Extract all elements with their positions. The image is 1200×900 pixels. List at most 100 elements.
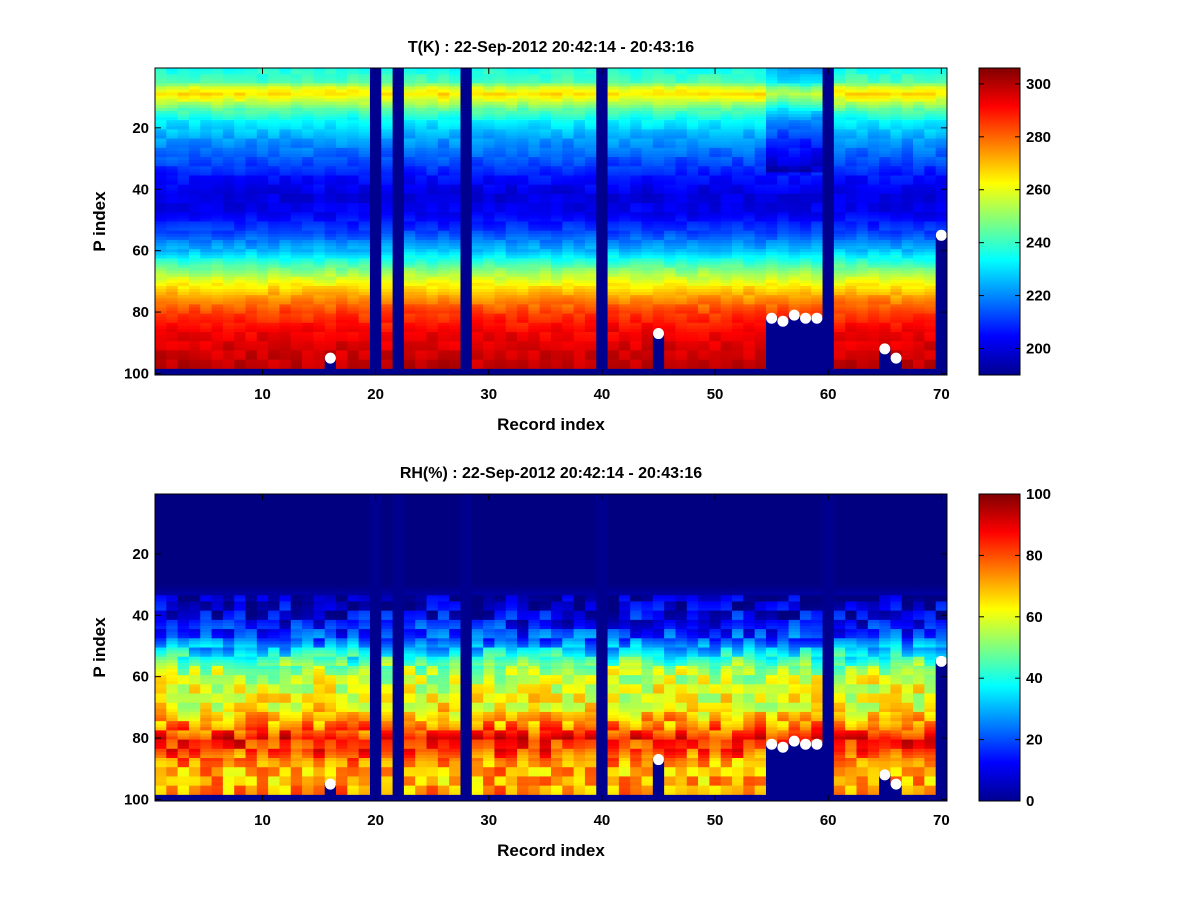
heatmap-cell [551, 203, 563, 207]
heatmap-cell [336, 101, 348, 106]
heatmap-cell [743, 138, 756, 143]
heatmap-cell [618, 163, 631, 167]
heatmap-cell [743, 313, 756, 318]
heatmap-cell [539, 163, 552, 167]
heatmap-cell [630, 215, 642, 219]
heatmap-cell [618, 316, 631, 321]
heatmap-cell [211, 178, 224, 182]
heatmap-cell [381, 147, 393, 152]
heatmap-cell [754, 166, 767, 170]
heatmap-cell [166, 332, 179, 336]
heatmap-cell [347, 224, 360, 229]
heatmap-cell [268, 153, 280, 158]
heatmap-cell [336, 335, 348, 339]
heatmap-cell [630, 365, 642, 370]
heatmap-cell [754, 117, 767, 121]
heatmap-cell [607, 209, 620, 213]
heatmap-cell [268, 163, 280, 167]
heatmap-cell [200, 276, 212, 281]
heatmap-cell [256, 169, 269, 173]
heatmap-cell [211, 196, 224, 201]
heatmap-cell [290, 190, 303, 195]
heatmap-cell [177, 107, 190, 112]
heatmap-cell [268, 89, 280, 93]
heatmap-cell [222, 123, 235, 127]
heatmap-cell [403, 292, 416, 296]
heatmap-cell [403, 289, 416, 293]
heatmap-cell [505, 298, 518, 302]
heatmap-cell [675, 178, 688, 182]
heatmap-cell [630, 335, 642, 339]
heatmap-cell [188, 325, 201, 330]
heatmap-cell [381, 160, 393, 164]
heatmap-cell [641, 273, 654, 278]
heatmap-cell [652, 206, 665, 210]
heatmap-cell [652, 255, 665, 259]
heatmap-cell [494, 350, 507, 354]
heatmap-cell [641, 310, 654, 314]
heatmap-cell [528, 123, 541, 127]
heatmap-cell [324, 350, 337, 354]
heatmap-cell [415, 163, 427, 167]
heatmap-cell [200, 344, 212, 348]
heatmap-cell [698, 135, 710, 140]
heatmap-cell [584, 365, 597, 370]
heatmap-cell [664, 246, 676, 250]
heatmap-cell [698, 110, 710, 115]
heatmap-cell [675, 319, 688, 324]
heatmap-cell [449, 347, 461, 351]
heatmap-cell [222, 193, 235, 198]
heatmap-cell [743, 242, 756, 247]
heatmap-cell [539, 282, 552, 287]
heatmap-cell [256, 138, 269, 143]
heatmap-cell [256, 335, 269, 339]
heatmap-cell [381, 215, 393, 219]
heatmap-cell [302, 319, 314, 324]
heatmap-cell [426, 104, 439, 109]
heatmap-cell [381, 129, 393, 133]
heatmap-cell [188, 335, 201, 339]
heatmap-cell [403, 255, 416, 259]
heatmap-cell [664, 98, 676, 103]
heatmap-cell [381, 120, 393, 124]
heatmap-cell [584, 261, 597, 265]
heatmap-cell [630, 289, 642, 293]
heatmap-cell [709, 224, 722, 229]
heatmap-cell [641, 246, 654, 250]
heatmap-cell [698, 276, 710, 281]
heatmap-cell [652, 129, 665, 133]
heatmap-cell [177, 279, 190, 284]
heatmap-cell [358, 344, 371, 348]
heatmap-cell [641, 332, 654, 336]
heatmap-cell [528, 68, 541, 72]
heatmap-cell [268, 236, 280, 241]
heatmap-cell [155, 212, 167, 216]
heatmap-cell [234, 227, 246, 232]
heatmap-cell [709, 135, 722, 140]
heatmap-cell [188, 264, 201, 268]
heatmap-cell [358, 138, 371, 143]
heatmap-cell [358, 301, 371, 305]
heatmap-cell [618, 227, 631, 232]
heatmap-cell [630, 169, 642, 173]
heatmap-cell [551, 212, 563, 216]
heatmap-cell [336, 270, 348, 275]
heatmap-cell [381, 187, 393, 192]
heatmap-cell [505, 249, 518, 253]
heatmap-cell [584, 298, 597, 302]
heatmap-cell [200, 368, 212, 376]
heatmap-cell [302, 362, 314, 367]
heatmap-cell [709, 279, 722, 284]
heatmap-cell [618, 147, 631, 152]
heatmap-cell [177, 147, 190, 152]
heatmap-cell [743, 227, 756, 232]
heatmap-cell [573, 132, 586, 136]
heatmap-cell [720, 160, 733, 164]
heatmap-cell [686, 120, 699, 124]
heatmap-cell [709, 292, 722, 296]
heatmap-cell [539, 175, 552, 179]
heatmap-cell [618, 298, 631, 302]
heatmap-cell [403, 196, 416, 201]
heatmap-cell [698, 252, 710, 256]
heatmap-cell [686, 325, 699, 330]
